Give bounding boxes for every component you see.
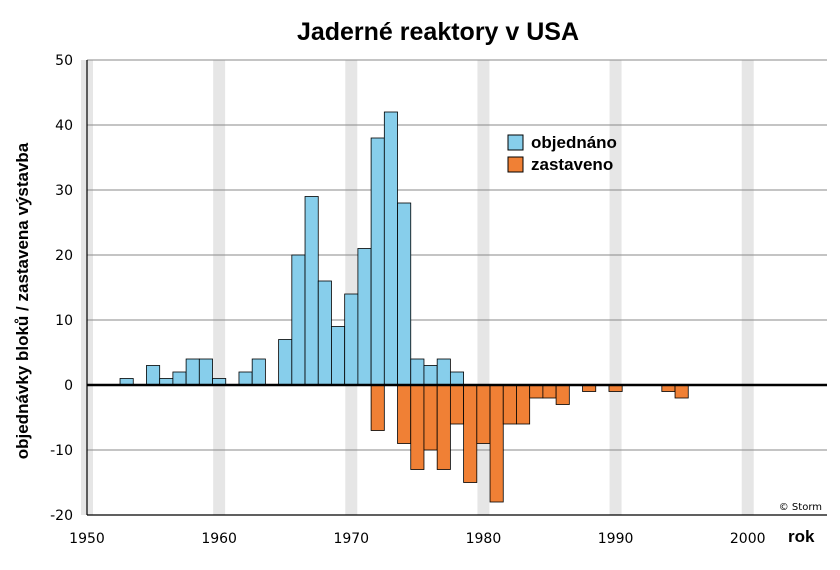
bar-objednano-1959 (198, 358, 213, 386)
bar-objednano-1977 (436, 358, 451, 386)
credit-label: © Storm (779, 502, 822, 513)
bar-zastaveno-1980 (476, 384, 491, 444)
bar-zastaveno-1974 (397, 384, 412, 444)
x-tick-label-1980: 1980 (466, 531, 502, 547)
bar-objednano-1967 (304, 196, 319, 386)
bar-objednano-1973 (383, 111, 398, 386)
bar-objednano-1975 (410, 358, 425, 386)
y-tick-label--20: -20 (50, 508, 73, 524)
legend: objednáno zastaveno (507, 133, 617, 174)
bar-zastaveno-1972 (370, 384, 385, 431)
y-tick-label--10: -10 (50, 443, 73, 459)
decade-band-1970 (345, 60, 358, 515)
decade-band-1960 (213, 60, 226, 515)
y-tick-label-0: 0 (64, 378, 73, 394)
bar-objednano-1974 (397, 202, 412, 386)
x-tick-label-2000: 2000 (730, 531, 766, 547)
x-tick-labels: 1950 1960 1970 1980 1990 2000 (69, 531, 765, 547)
legend-label-zastaveno: zastaveno (531, 155, 613, 174)
bar-zastaveno-1995 (674, 384, 689, 399)
bar-zastaveno-1984 (529, 384, 544, 399)
y-tick-label-30: 30 (55, 183, 73, 199)
y-tick-label-40: 40 (55, 118, 73, 134)
x-tick-label-1970: 1970 (333, 531, 369, 547)
y-tick-label-20: 20 (55, 248, 73, 264)
bar-objednano-1955 (146, 365, 161, 386)
bar-zastaveno-1983 (516, 384, 531, 425)
bar-zastaveno-1978 (449, 384, 465, 425)
y-tick-labels: -20 -10 0 10 20 30 40 50 (50, 53, 73, 524)
bar-objednano-1972 (370, 137, 385, 386)
bar-zastaveno-1975 (410, 384, 425, 470)
bar-objednano-1963 (251, 358, 266, 386)
bar-objednano-1971 (357, 248, 372, 386)
x-tick-label-1990: 1990 (598, 531, 634, 547)
decade-band-1980 (477, 60, 490, 515)
bar-objednano-1968 (317, 280, 332, 386)
y-axis-label: objednávky bloků / zastavena výstavba (13, 142, 32, 459)
bar-zastaveno-1985 (542, 384, 557, 399)
bars (119, 111, 689, 503)
bar-objednano-1969 (331, 326, 346, 386)
x-tick-label-1950: 1950 (69, 531, 105, 547)
bar-objednano-1970 (344, 293, 359, 386)
bar-objednano-1965 (278, 339, 293, 386)
bar-objednano-1978 (449, 371, 465, 386)
y-tick-label-10: 10 (55, 313, 73, 329)
bar-objednano-1966 (291, 254, 306, 386)
bar-objednano-1962 (238, 371, 253, 386)
x-axis-label: rok (788, 527, 815, 546)
bar-zastaveno-1982 (502, 384, 517, 425)
decade-band-1990 (609, 60, 622, 515)
legend-swatch-objednano (507, 134, 524, 151)
y-tick-label-50: 50 (55, 53, 73, 69)
chart-title: Jaderné reaktory v USA (297, 18, 579, 46)
bar-zastaveno-1979 (463, 384, 478, 483)
bar-zastaveno-1977 (436, 384, 451, 470)
x-tick-label-1960: 1960 (201, 531, 237, 547)
bar-zastaveno-1986 (555, 384, 570, 405)
bar-zastaveno-1976 (423, 384, 438, 451)
bar-objednano-1958 (185, 358, 200, 386)
axes (86, 60, 827, 516)
bar-zastaveno-1981 (489, 384, 504, 503)
decade-band-2000 (741, 60, 754, 515)
legend-label-objednano: objednáno (531, 133, 617, 152)
bar-objednano-1957 (172, 371, 187, 386)
legend-swatch-zastaveno (507, 156, 524, 173)
bar-objednano-1976 (423, 365, 438, 386)
